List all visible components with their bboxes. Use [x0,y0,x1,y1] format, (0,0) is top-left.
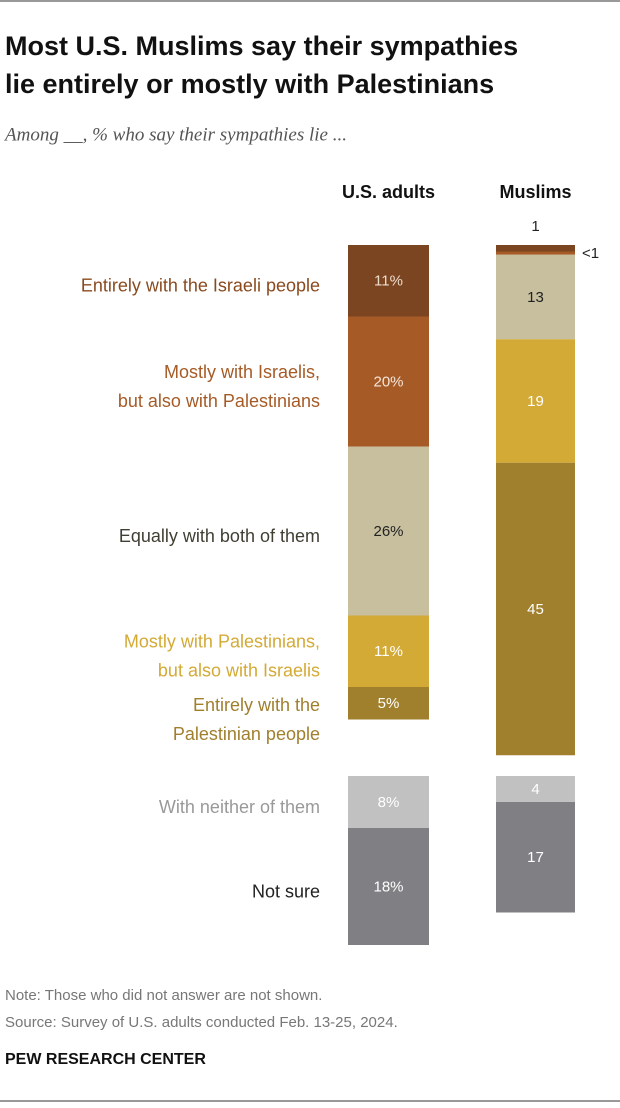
category-label: Palestinian people [173,724,320,744]
bar-segment [348,776,429,828]
bar-segment [348,316,429,447]
bar-segment [348,615,429,687]
value-label: 20% [373,373,403,390]
value-label: 4 [531,781,539,798]
note: Note: Those who did not answer are not s… [5,987,322,1004]
category-label: With neither of them [159,797,320,817]
value-label: 8% [378,794,400,811]
series-header: U.S. adults [342,182,435,202]
bar-segment [496,776,575,802]
value-label: 13 [527,289,544,306]
category-label: Entirely with the Israeli people [81,276,320,296]
category-label: Entirely with the [193,695,320,715]
bar-segment [348,828,429,945]
category-label: Not sure [252,881,320,901]
chart-title: Most U.S. Muslims say their sympathies [5,31,518,61]
value-label: 1 [531,218,539,235]
bar-segment [496,802,575,913]
bar-segment [348,687,429,720]
series-header: Muslims [499,182,571,202]
value-label: 11% [374,643,403,660]
bar-segment [496,245,575,252]
brand: PEW RESEARCH CENTER [5,1051,206,1068]
bar-segment [348,446,429,616]
value-label: 19 [527,393,544,410]
value-label: 17 [527,849,544,866]
chart-subtitle: Among __, % who say their sympathies lie… [3,124,347,145]
category-label: Mostly with Palestinians, [124,632,320,652]
bar-segment [496,251,575,255]
bar-segment [496,462,575,756]
category-label: Equally with both of them [119,526,320,546]
chart-title: lie entirely or mostly with Palestinians [5,69,494,99]
value-label: 18% [373,878,403,895]
bar-segment [496,339,575,463]
category-label: but also with Palestinians [118,391,320,411]
value-label: 5% [378,695,400,712]
value-label: 11% [374,273,403,290]
source: Source: Survey of U.S. adults conducted … [5,1014,398,1031]
bar-segment [496,254,575,340]
category-label: Mostly with Israelis, [164,362,320,382]
category-label: but also with Israelis [158,661,320,681]
value-label: 26% [373,523,403,540]
bar-segment [348,245,429,317]
value-label: 45 [527,601,544,618]
value-label: <1 [582,245,599,262]
